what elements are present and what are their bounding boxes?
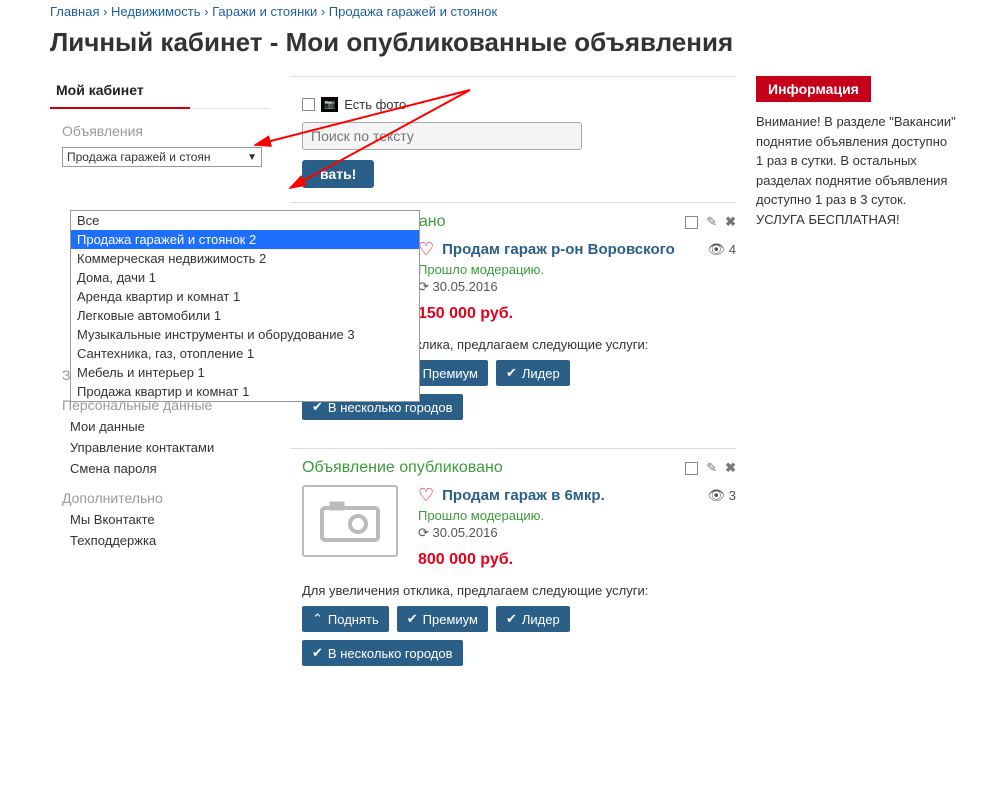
listing-price: 150 000 руб. [418, 305, 736, 323]
leader-button[interactable]: ✔Лидер [496, 360, 570, 386]
refresh-icon: ⟳ [418, 525, 429, 540]
listing-moderation: Прошло модерацию. [418, 262, 736, 277]
search-input[interactable] [302, 122, 582, 150]
eye-icon: 👁 [707, 241, 725, 257]
listing-date: ⟳ 30.05.2016 [418, 525, 736, 541]
check-icon: ✔ [312, 645, 323, 661]
edit-icon[interactable]: ✎ [706, 214, 717, 230]
close-icon[interactable]: ✖ [725, 214, 736, 230]
listing: Объявление опубликовано ✎ ✖ ♡ Продам гар… [290, 448, 736, 680]
sidebar: Мой кабинет Объявления Продажа гаражей и… [50, 76, 270, 554]
has-photo-label: Есть фото [344, 97, 406, 112]
dropdown-option[interactable]: Все [71, 211, 419, 230]
show-button[interactable]: вать! [302, 160, 374, 188]
dropdown-option[interactable]: Сантехника, газ, отопление 1 [71, 344, 419, 363]
dropdown-option[interactable]: Мебель и интерьер 1 [71, 363, 419, 382]
services-label: Для увеличения отклика, предлагаем следу… [302, 583, 736, 598]
listing-price: 800 000 руб. [418, 551, 736, 569]
breadcrumb-link[interactable]: Гаражи и стоянки [212, 4, 317, 19]
info-aside: Информация Внимание! В разделе "Вакансии… [756, 76, 956, 229]
dropdown-option[interactable]: Продажа квартир и комнат 1 [71, 382, 419, 401]
eye-icon: 👁 [707, 487, 725, 503]
select-value: Продажа гаражей и стоян [67, 150, 211, 164]
views-count: 3 [729, 488, 736, 503]
listing-title[interactable]: Продам гараж в 6мкр. [442, 487, 605, 504]
listing-title[interactable]: Продам гараж р-он Воровского [442, 241, 675, 258]
camera-icon: 📷 [321, 97, 338, 112]
info-text: Внимание! В разделе "Вакансии" поднятие … [756, 112, 956, 229]
check-icon: ✔ [407, 611, 418, 627]
chevron-down-icon: ▼ [247, 152, 257, 163]
listing-checkbox[interactable] [685, 216, 698, 229]
views-count: 4 [729, 242, 736, 257]
close-icon[interactable]: ✖ [725, 460, 736, 476]
heart-icon[interactable]: ♡ [418, 239, 434, 260]
breadcrumb-link[interactable]: Недвижимость [111, 4, 200, 19]
check-icon: ✔ [506, 365, 517, 381]
sidebar-item-support[interactable]: Техподдержка [70, 533, 270, 548]
check-icon: ✔ [506, 611, 517, 627]
leader-button[interactable]: ✔Лидер [496, 606, 570, 632]
multi-city-button[interactable]: ✔В несколько городов [302, 640, 463, 666]
breadcrumb-link[interactable]: Продажа гаражей и стоянок [329, 4, 497, 19]
category-select[interactable]: Продажа гаражей и стоян ▼ [62, 147, 262, 167]
info-badge: Информация [756, 76, 871, 102]
dropdown-option[interactable]: Легковые автомобили 1 [71, 306, 419, 325]
dropdown-option[interactable]: Аренда квартир и комнат 1 [71, 287, 419, 306]
heart-icon[interactable]: ♡ [418, 485, 434, 506]
sidebar-tab[interactable]: Мой кабинет [50, 76, 270, 109]
dropdown-option[interactable]: Коммерческая недвижимость 2 [71, 249, 419, 268]
dropdown-option[interactable]: Дома, дачи 1 [71, 268, 419, 287]
listing-thumb [302, 485, 398, 557]
listing-moderation: Прошло модерацию. [418, 508, 736, 523]
premium-button[interactable]: ✔Премиум [397, 606, 488, 632]
dropdown-option[interactable]: Продажа гаражей и стоянок 2 [71, 230, 419, 249]
listing-checkbox[interactable] [685, 462, 698, 475]
page-title: Личный кабинет - Мои опубликованные объя… [50, 27, 956, 58]
breadcrumb-link[interactable]: Главная [50, 4, 99, 19]
up-icon: ⌃ [312, 611, 323, 627]
has-photo-checkbox[interactable] [302, 98, 315, 111]
sidebar-item-contacts[interactable]: Управление контактами [70, 440, 270, 455]
sidebar-item-mydata[interactable]: Мои данные [70, 419, 270, 434]
breadcrumb: Главная › Недвижимость › Гаражи и стоянк… [50, 0, 956, 23]
listing-status: Объявление опубликовано [302, 459, 503, 477]
dropdown-option[interactable]: Музыкальные инструменты и оборудование 3 [71, 325, 419, 344]
category-dropdown: Все Продажа гаражей и стоянок 2 Коммерче… [70, 210, 420, 402]
section-ads-title: Объявления [62, 123, 270, 139]
section-extra-title: Дополнительно [62, 490, 270, 506]
sidebar-item-password[interactable]: Смена пароля [70, 461, 270, 476]
raise-button[interactable]: ⌃Поднять [302, 606, 389, 632]
listing-date: ⟳ 30.05.2016 [418, 279, 736, 295]
sidebar-item-vk[interactable]: Мы Вконтакте [70, 512, 270, 527]
edit-icon[interactable]: ✎ [706, 460, 717, 476]
